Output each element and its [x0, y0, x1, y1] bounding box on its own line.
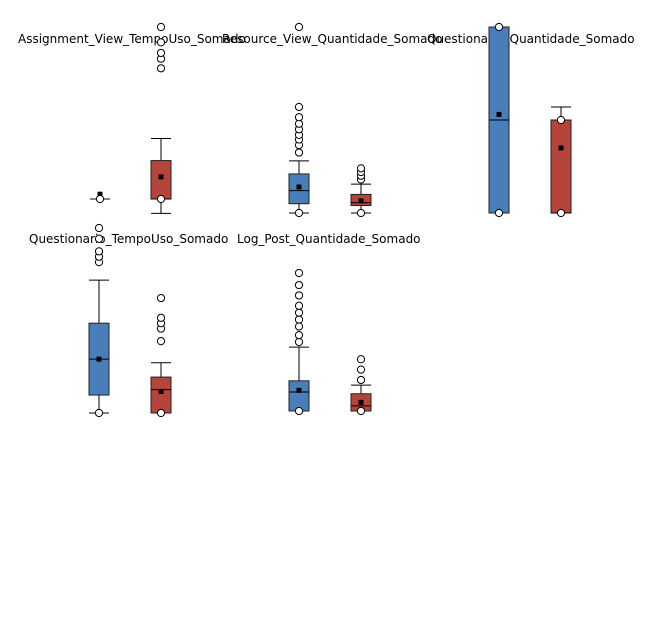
chart-title-0: Assignment_View_TempoUso_Somado [18, 32, 246, 46]
outlier-c0-s1-0 [156, 194, 166, 204]
outlier-c4-s1-1 [356, 375, 366, 385]
box-c0-s1 [150, 160, 172, 200]
outlier-c3-s0-4 [94, 234, 104, 243]
outlier-c1-s0-8 [294, 102, 304, 112]
mean-c1-s0 [296, 184, 302, 190]
outlier-c4-s0-4 [294, 315, 304, 324]
mean-c0-s0 [97, 191, 103, 197]
outlier-c1-s1-4 [356, 164, 366, 173]
outlier-c4-s1-0 [356, 406, 366, 416]
mean-c0-s1 [158, 174, 164, 180]
outlier-c4-s0-1 [294, 337, 304, 347]
outlier-c3-s1-5 [156, 293, 166, 303]
mean-c2-s1 [558, 145, 564, 151]
outlier-c4-s0-0 [294, 406, 304, 416]
outlier-c4-s0-3 [294, 322, 304, 331]
outlier-c3-s1-0 [156, 408, 166, 418]
outlier-c1-s0-7 [294, 113, 304, 122]
outlier-c2-s0-0 [494, 208, 504, 218]
outlier-c1-s0-1 [294, 148, 304, 157]
outlier-c4-s0-6 [294, 301, 304, 310]
mean-c4-s0 [296, 387, 302, 393]
outlier-c3-s1-1 [156, 337, 166, 346]
outlier-c0-s1-1 [156, 64, 166, 73]
marks-layer [88, 22, 572, 418]
outlier-c1-s0-0 [294, 208, 304, 218]
outlier-c0-s1-4 [156, 38, 166, 47]
outlier-c4-s1-2 [356, 365, 366, 374]
outlier-c4-s0-8 [294, 280, 304, 290]
box-c2-s1 [550, 119, 572, 214]
mean-c4-s1 [358, 399, 364, 405]
box-c4-s0 [288, 380, 310, 412]
outlier-c1-s1-0 [356, 208, 366, 218]
mean-c3-s0 [96, 356, 102, 362]
outlier-c3-s0-3 [94, 247, 104, 256]
outlier-c4-s0-2 [294, 331, 304, 340]
outlier-c4-s1-3 [356, 355, 366, 364]
outlier-c3-s0-0 [94, 408, 104, 418]
outlier-c4-s0-7 [294, 291, 304, 300]
outlier-c3-s1-4 [156, 313, 166, 322]
chart-title-2: Questionario_Quantidade_Somado [427, 32, 635, 46]
outlier-c4-s0-5 [294, 308, 304, 317]
mean-c1-s1 [358, 198, 364, 204]
outlier-c2-s1-1 [556, 115, 566, 125]
outlier-c0-s1-3 [156, 48, 166, 58]
chart-title-1: Resource_View_Quantidade_Somado [222, 32, 443, 46]
outlier-c4-s0-9 [294, 268, 304, 278]
title-layer: Assignment_View_TempoUso_Somado Resource… [18, 32, 635, 246]
chart-title-4: Log_Post_Quantidade_Somado [237, 232, 421, 246]
mean-c2-s0 [496, 111, 502, 117]
box-c3-s1 [150, 376, 172, 414]
outlier-c1-s0-9 [294, 22, 304, 32]
outlier-c3-s0-5 [94, 223, 104, 233]
mean-c3-s1 [158, 388, 164, 394]
outlier-c0-s1-5 [156, 22, 166, 32]
outlier-c2-s0-1 [494, 22, 504, 32]
outlier-c2-s1-0 [556, 208, 566, 218]
outlier-c0-s0-0 [95, 194, 105, 204]
chart-title-3: Questionario_TempoUso_Somado [29, 232, 228, 246]
